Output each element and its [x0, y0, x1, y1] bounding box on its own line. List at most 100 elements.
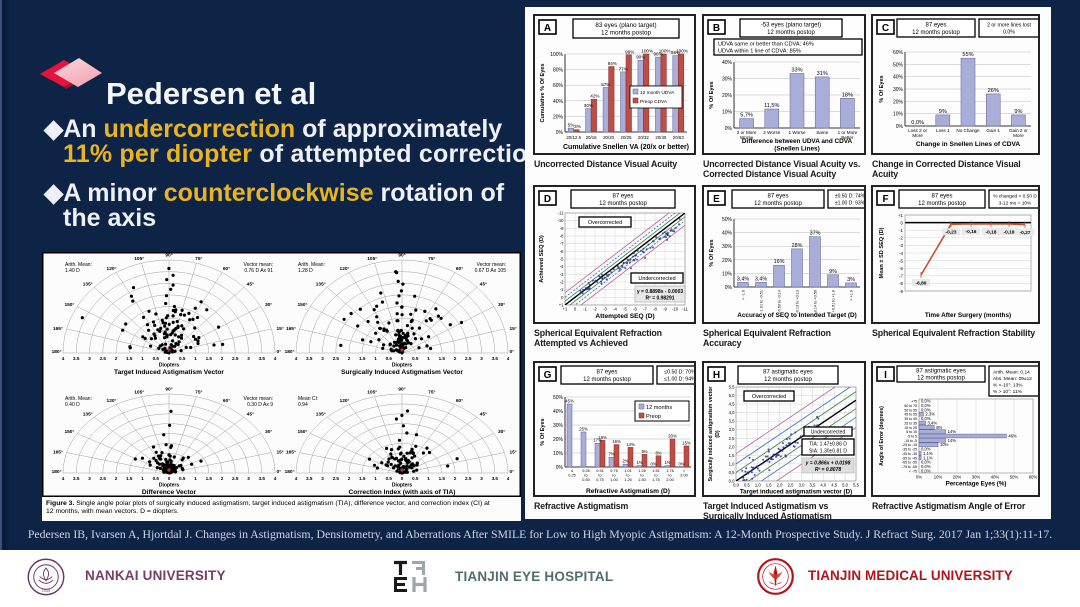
svg-text:45°: 45° [247, 411, 254, 417]
svg-text:Difference Vector: Difference Vector [142, 489, 197, 496]
svg-text:Angle of Error (degrees): Angle of Error (degrees) [879, 406, 885, 466]
svg-text:1: 1 [141, 356, 144, 361]
svg-text:1.40 D: 1.40 D [65, 268, 80, 274]
svg-text:Undercorrected: Undercorrected [811, 430, 846, 436]
svg-text:4: 4 [295, 356, 298, 361]
svg-text:45°: 45° [247, 282, 254, 288]
svg-text:+1: +1 [559, 303, 564, 308]
svg-text:75°: 75° [428, 256, 435, 262]
svg-text:I: I [884, 370, 887, 381]
svg-text:2: 2 [221, 476, 224, 481]
svg-text:87 eyes: 87 eyes [767, 194, 788, 200]
svg-text:45 to 55: 45 to 55 [904, 413, 917, 417]
svg-text:-0,16: -0,16 [966, 229, 977, 235]
svg-text:0%: 0% [896, 124, 904, 130]
svg-text:3,4%: 3,4% [737, 276, 749, 282]
svg-text:1.5: 1.5 [359, 476, 366, 481]
svg-text:15°: 15° [276, 450, 283, 456]
svg-text:87 astigmatic eyes: 87 astigmatic eyes [916, 369, 966, 375]
svg-text:20/20: 20/20 [603, 135, 615, 140]
svg-text:2: 2 [454, 356, 457, 361]
svg-text:1 or More: 1 or More [838, 130, 858, 135]
svg-text:55%: 55% [962, 52, 973, 58]
svg-text:< -1.0: < -1.0 [742, 290, 746, 300]
svg-text:-0.13 to +0.13: -0.13 to +0.13 [796, 290, 800, 314]
svg-text:-3: -3 [603, 307, 607, 312]
svg-text:3: 3 [321, 356, 324, 361]
svg-text:25%: 25% [579, 427, 588, 432]
svg-text:100%: 100% [659, 49, 671, 54]
svg-text:40%: 40% [893, 75, 904, 81]
svg-text:0,0%: 0,0% [921, 416, 931, 421]
svg-text:2%: 2% [622, 459, 628, 464]
svg-text:20/40: 20/40 [655, 135, 667, 140]
svg-text:1%: 1% [636, 460, 642, 465]
svg-text:2,0: 2,0 [777, 483, 783, 488]
svg-text:Cumulative Snellen VA (20/x or: Cumulative Snellen VA (20/x or better) [563, 144, 689, 151]
svg-text:y = 0.8898x - 0.0003: y = 0.8898x - 0.0003 [637, 289, 684, 295]
svg-text:90°: 90° [165, 253, 172, 259]
svg-text:20/16: 20/16 [586, 135, 598, 140]
svg-text:15 to 25: 15 to 25 [904, 426, 917, 430]
svg-text:-7: -7 [899, 274, 903, 279]
svg-text:3,4%: 3,4% [928, 420, 938, 425]
svg-text:% Of Eyes: % Of Eyes [709, 81, 715, 108]
svg-text:2.5: 2.5 [100, 356, 107, 361]
svg-text:Difference between UDVA and C: Difference between UDVA and CDVA [742, 138, 853, 145]
svg-text:Better: Better [841, 135, 854, 140]
svg-text:2,5: 2,5 [729, 436, 735, 441]
svg-text:Diopters: Diopters [392, 483, 413, 489]
svg-text:90°: 90° [398, 387, 405, 393]
svg-text:100%: 100% [641, 49, 653, 54]
svg-text:Accuracy of SEQ to Intended Ta: Accuracy of SEQ to Intended Target (D) [737, 312, 857, 319]
svg-text:15°: 15° [276, 326, 283, 332]
svg-text:>: > [683, 469, 686, 473]
svg-text:+1: +1 [898, 213, 904, 218]
svg-text:0: 0 [901, 220, 904, 225]
svg-text:3%: 3% [574, 124, 581, 129]
svg-text:20%: 20% [722, 93, 733, 99]
svg-text:1.28 D: 1.28 D [298, 268, 313, 274]
svg-text:40%: 40% [553, 409, 564, 415]
svg-text:0.5: 0.5 [412, 356, 419, 361]
svg-text:Preop CDVA: Preop CDVA [640, 99, 668, 105]
svg-text:to: to [640, 474, 643, 478]
svg-text:1: 1 [194, 356, 197, 361]
svg-text:-0,27: -0,27 [1020, 230, 1031, 236]
svg-text:1.25: 1.25 [624, 478, 631, 482]
svg-text:20%: 20% [953, 475, 962, 480]
svg-text:20/25: 20/25 [621, 135, 633, 140]
svg-text:-1.01 to -0.51: -1.01 to -0.51 [760, 290, 764, 313]
svg-text:2 or More: 2 or More [737, 130, 757, 135]
svg-text:-3: -3 [899, 243, 903, 248]
svg-text:Target Induced Astigmatism Vec: Target Induced Astigmatism Vector [114, 369, 224, 376]
svg-text:5 to 15: 5 to 15 [906, 430, 917, 434]
svg-text:10%: 10% [722, 271, 733, 277]
svg-text:15°: 15° [509, 450, 516, 456]
svg-text:30%: 30% [553, 423, 564, 429]
svg-text:Undercorrected: Undercorrected [638, 276, 675, 282]
svg-text:10%: 10% [553, 451, 564, 457]
svg-text:4: 4 [62, 476, 65, 481]
svg-text:1,5: 1,5 [766, 483, 772, 488]
svg-text:2: 2 [348, 476, 351, 481]
svg-text:Gain 1: Gain 1 [986, 128, 1000, 133]
svg-text:150°: 150° [297, 302, 307, 308]
svg-text:12 months postop: 12 months postop [918, 201, 966, 207]
svg-text:0%: 0% [725, 126, 733, 132]
svg-text:+0.14 to +0.50: +0.14 to +0.50 [814, 290, 818, 315]
svg-text:+1: +1 [563, 307, 568, 312]
svg-text:4: 4 [295, 476, 298, 481]
svg-text:-8: -8 [899, 281, 903, 286]
svg-text:-0,23: -0,23 [946, 230, 957, 236]
svg-text:0,0%: 0,0% [921, 403, 931, 408]
svg-text:Gain 2 or: Gain 2 or [1009, 128, 1028, 133]
svg-text:8%: 8% [936, 425, 942, 430]
svg-text:to: to [668, 474, 671, 478]
svg-text:10%: 10% [940, 442, 949, 447]
svg-text:10%: 10% [893, 112, 904, 118]
svg-text:60°: 60° [456, 266, 463, 272]
svg-text:to: to [584, 474, 587, 478]
svg-text:-53 eyes (plano target): -53 eyes (plano target) [761, 23, 821, 29]
svg-text:50%: 50% [1010, 475, 1019, 480]
